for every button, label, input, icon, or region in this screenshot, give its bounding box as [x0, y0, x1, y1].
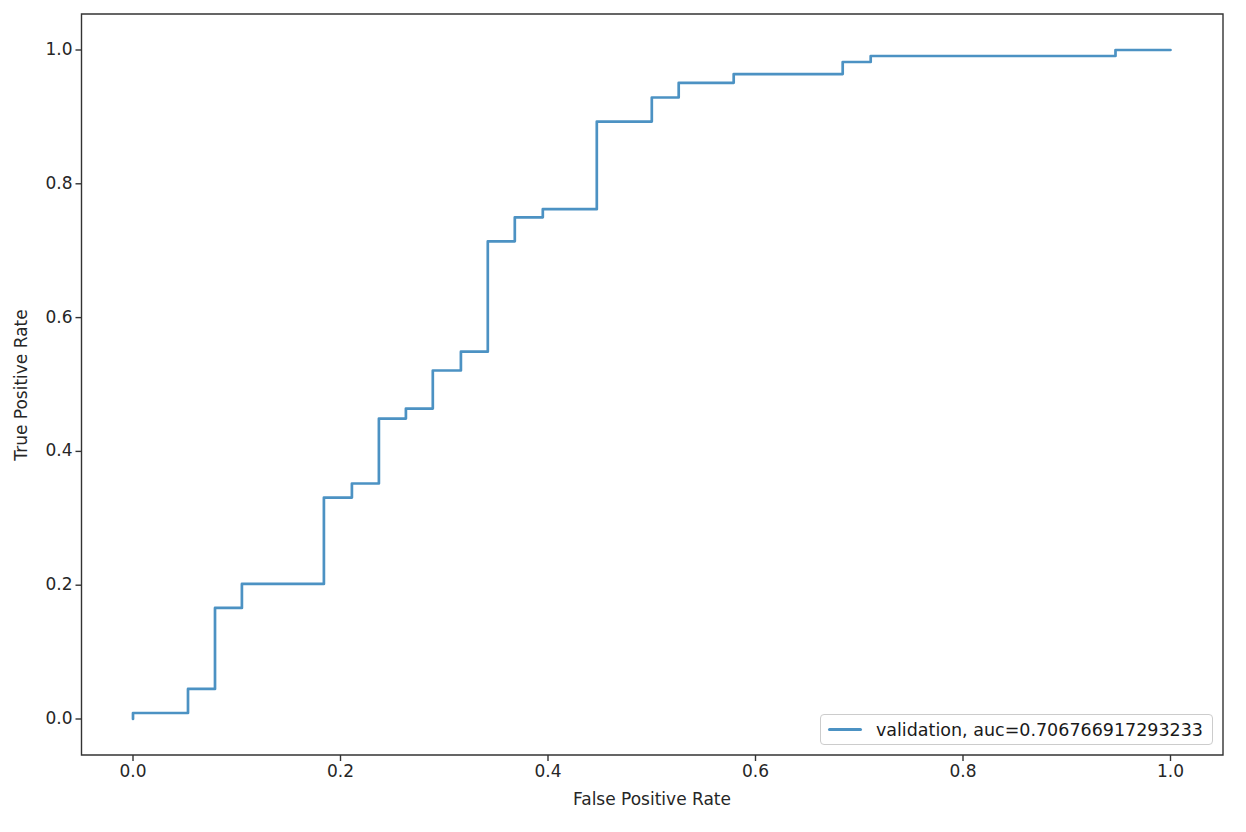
x-tick-label: 1.0: [1149, 762, 1193, 782]
legend-line-swatch: [828, 728, 862, 731]
y-tick-label: 0.0: [27, 709, 73, 729]
legend: validation, auc=0.706766917293233: [820, 714, 1213, 745]
y-tick-label: 0.8: [27, 174, 73, 194]
y-tick-label: 0.2: [27, 575, 73, 595]
x-axis-title: False Positive Rate: [502, 789, 802, 809]
y-tick-marks: [76, 50, 82, 719]
y-tick-label: 1.0: [27, 40, 73, 60]
axes-spines: [82, 14, 1224, 755]
roc-curve-line: [133, 50, 1171, 719]
x-tick-label: 0.4: [526, 762, 570, 782]
x-tick-label: 0.2: [319, 762, 363, 782]
x-tick-label: 0.0: [111, 762, 155, 782]
x-tick-marks: [133, 755, 1171, 761]
legend-label: validation, auc=0.706766917293233: [876, 720, 1203, 740]
y-tick-label: 0.6: [27, 308, 73, 328]
roc-chart-canvas: [0, 0, 1246, 832]
roc-figure: False Positive Rate True Positive Rate v…: [0, 0, 1246, 832]
y-tick-label: 0.4: [27, 441, 73, 461]
x-tick-label: 0.6: [734, 762, 778, 782]
x-tick-label: 0.8: [941, 762, 985, 782]
axes-spine-path: [82, 14, 1224, 755]
